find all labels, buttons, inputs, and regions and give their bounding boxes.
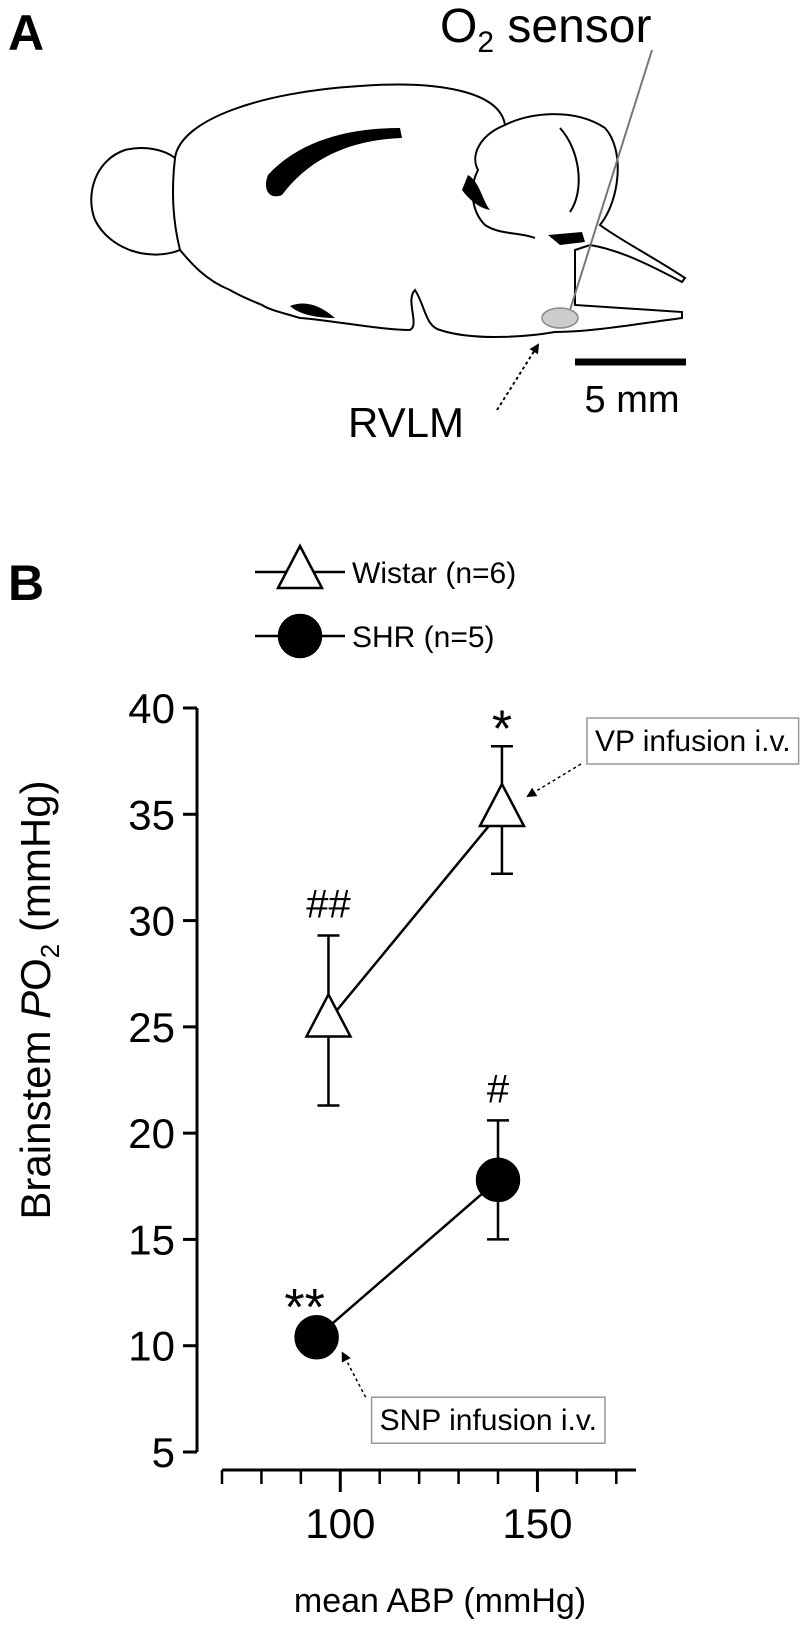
x-axis-label: mean ABP (mmHg) [294,1582,586,1620]
data-point [477,781,527,828]
y-axis-label: Brainstem PO2 (mmHg) [12,780,65,1219]
y-label-italic: P [12,991,59,1019]
y-tick-label: 25 [128,1004,175,1051]
sensor-label: O2 sensor [440,0,651,59]
y-label-sub: 2 [35,944,65,958]
y-tick-label: 5 [152,1429,175,1476]
rvlm-arrow [496,343,540,411]
panel-label: B [8,555,44,611]
annotation-arrow [526,763,582,798]
annotation-arrow [341,1351,367,1398]
y-tick-label: 30 [128,898,175,945]
legend-label: SHR (n=5) [352,621,495,654]
y-tick-label: 20 [128,1110,175,1157]
significance-label: * [492,700,512,758]
significance-label: # [487,1067,510,1111]
brain-diagram [90,83,687,338]
series-line [327,809,503,1022]
legend-marker [277,613,323,659]
x-tick-label: 100 [305,1500,375,1547]
series-line [315,1178,499,1339]
y-tick-label: 35 [128,791,175,838]
annotation-text: SNP infusion i.v. [380,1404,597,1437]
panel-label: A [8,5,44,61]
sensor-label-sub: 2 [477,26,494,59]
y-tick-label: 10 [128,1323,175,1370]
data-point [294,1314,339,1360]
y-tick-label: 40 [128,685,175,732]
scale-bar-label: 5 mm [585,379,680,421]
legend-marker [275,543,325,590]
sensor-label-main: O [440,0,477,53]
y-label-prefix: Brainstem [12,1019,59,1220]
data-point [475,1157,521,1203]
significance-label: ** [284,1279,324,1337]
annotation-box [586,717,800,765]
x-tick-label: 150 [502,1500,572,1547]
y-label-suffix: (mmHg) [12,780,59,943]
y-tick-label: 15 [128,1216,175,1263]
rvlm-region [541,307,579,329]
sensor-label-suffix: sensor [494,0,651,53]
significance-label: ## [306,882,351,926]
y-label-main: O [12,958,59,991]
annotation-box [370,1396,606,1444]
data-point [304,991,353,1038]
annotation-text: VP infusion i.v. [595,725,791,758]
region-label: RVLM [348,399,464,446]
legend-label: Wistar (n=6) [352,557,516,590]
sensor-probe [569,49,653,311]
